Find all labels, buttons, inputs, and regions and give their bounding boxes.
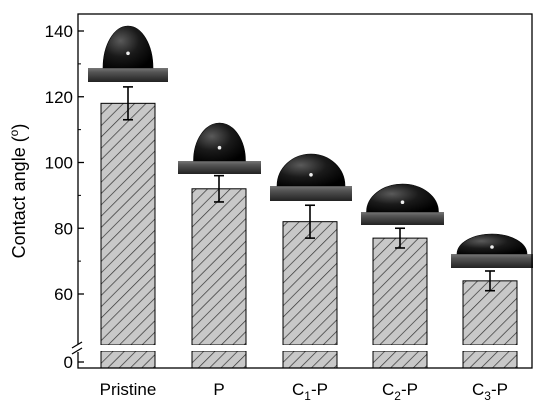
bar-Pristine [100, 102, 156, 346]
bar-base-C1-P [282, 350, 338, 369]
droplet-inset-Pristine [88, 24, 168, 82]
bar-P [191, 188, 247, 346]
y-axis-label: Contact angle (o) [7, 124, 29, 259]
y-tick-label-0: 0 [64, 353, 73, 372]
y-axis: 0 60 80 100 120 140 [45, 22, 84, 372]
axis-break-band [68, 345, 532, 351]
error-bar-C2-P [395, 227, 405, 249]
bar-base-C2-P [372, 350, 428, 369]
error-bar-P [214, 174, 224, 203]
bar-base-Pristine [100, 350, 156, 369]
bar-base-P [191, 350, 247, 369]
bar-C1-P [282, 221, 338, 346]
x-tick-label-C2-P: C2-P [382, 380, 418, 403]
error-bar-C1-P [305, 204, 315, 239]
bar-base-C3-P [462, 350, 518, 369]
droplet-inset-C2-P [361, 179, 444, 225]
x-axis: Pristine P C1-P C2-P C3-P [100, 380, 508, 403]
y-tick-label-120: 120 [45, 88, 73, 107]
x-tick-label-P: P [213, 380, 224, 399]
error-bar-Pristine [123, 86, 133, 121]
y-tick-label-80: 80 [54, 219, 73, 238]
error-bar-C3-P [485, 270, 495, 292]
y-axis-break-marks [71, 341, 83, 355]
bars-group [68, 86, 532, 369]
y-tick-label-60: 60 [54, 285, 73, 304]
y-tick-label-140: 140 [45, 22, 73, 41]
droplet-inset-C1-P [270, 149, 352, 201]
x-tick-label-C1-P: C1-P [292, 380, 328, 403]
plot-frame [77, 13, 533, 369]
x-tick-label-Pristine: Pristine [100, 380, 157, 399]
droplet-insets [88, 24, 533, 268]
bar-C2-P [372, 237, 428, 346]
y-tick-label-100: 100 [45, 154, 73, 173]
droplet-inset-P [178, 117, 261, 174]
droplet-inset-C3-P [451, 223, 533, 268]
x-tick-label-C3-P: C3-P [472, 380, 508, 403]
